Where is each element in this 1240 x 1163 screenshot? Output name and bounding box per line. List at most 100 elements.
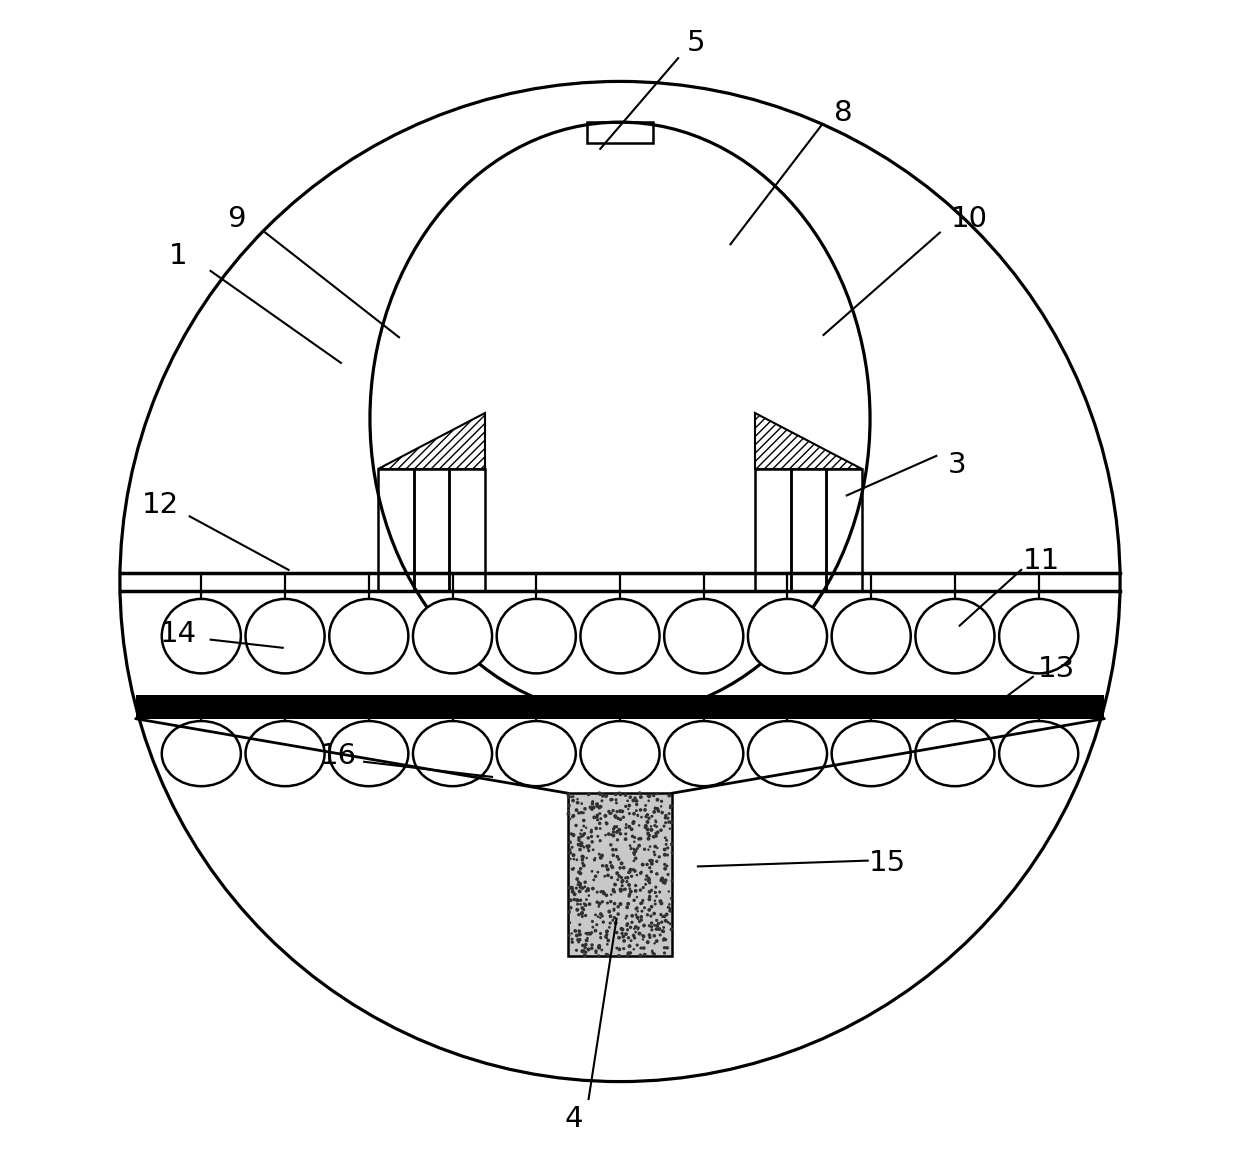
Point (631, 894, 651, 913)
Point (572, 827, 591, 846)
Point (599, 825, 619, 843)
Point (621, 932, 641, 950)
Point (640, 858, 660, 877)
Point (588, 797, 608, 815)
Point (604, 846, 624, 864)
Point (569, 905, 589, 923)
Point (613, 872, 632, 891)
Point (590, 908, 610, 927)
Point (656, 813, 676, 832)
Point (655, 939, 675, 957)
Point (640, 890, 660, 908)
Point (641, 914, 661, 933)
Text: 5: 5 (687, 29, 704, 57)
Point (641, 821, 661, 840)
Point (593, 785, 613, 804)
Point (605, 876, 625, 894)
Point (582, 822, 601, 841)
Ellipse shape (915, 599, 994, 673)
Bar (791, 469, 826, 591)
Point (632, 891, 652, 909)
Point (619, 894, 639, 913)
Point (606, 823, 626, 842)
Point (570, 875, 590, 893)
Text: 13: 13 (1038, 655, 1075, 683)
Point (616, 925, 636, 943)
Point (604, 820, 624, 839)
Point (644, 944, 663, 963)
Point (640, 826, 660, 844)
Point (569, 882, 589, 900)
Point (595, 866, 615, 885)
Point (631, 907, 651, 926)
Point (596, 928, 616, 947)
Point (656, 806, 676, 825)
Point (583, 879, 603, 898)
Point (587, 943, 606, 962)
Point (560, 850, 580, 869)
Point (563, 807, 583, 826)
Point (563, 808, 583, 827)
Bar (755, 469, 791, 591)
Point (572, 794, 591, 813)
Point (609, 947, 629, 965)
Point (588, 939, 608, 957)
Point (601, 857, 621, 876)
Point (613, 802, 632, 821)
Point (614, 858, 634, 877)
Point (640, 916, 660, 935)
Point (618, 914, 637, 933)
Point (625, 862, 645, 880)
Point (624, 813, 644, 832)
Point (594, 884, 614, 902)
Point (653, 918, 673, 936)
Point (622, 913, 642, 932)
Point (615, 880, 635, 899)
Point (614, 927, 634, 946)
Point (639, 869, 658, 887)
Text: 11: 11 (1023, 547, 1060, 575)
Point (621, 820, 641, 839)
Point (625, 789, 645, 807)
Point (568, 930, 588, 949)
Point (596, 786, 616, 805)
Point (653, 930, 673, 949)
Point (652, 792, 672, 811)
Point (591, 929, 611, 948)
Point (619, 944, 639, 963)
Point (568, 790, 588, 808)
Point (562, 930, 582, 949)
Point (609, 850, 629, 869)
Point (647, 791, 667, 809)
Point (657, 905, 677, 923)
Point (603, 858, 622, 877)
Point (627, 902, 647, 921)
Point (647, 823, 667, 842)
Point (605, 785, 625, 804)
Point (639, 841, 658, 859)
Point (572, 804, 591, 822)
Point (636, 797, 656, 815)
Point (645, 944, 665, 963)
Point (655, 929, 675, 948)
Point (644, 843, 663, 862)
Point (601, 791, 621, 809)
Ellipse shape (832, 599, 910, 673)
Point (621, 866, 641, 885)
Point (635, 840, 655, 858)
Point (574, 942, 594, 961)
Ellipse shape (161, 599, 241, 673)
Point (632, 893, 652, 912)
Point (591, 809, 611, 828)
Point (641, 907, 661, 926)
Point (606, 914, 626, 933)
Point (618, 872, 637, 891)
Point (660, 901, 680, 920)
Point (595, 807, 615, 826)
Point (640, 900, 660, 919)
Text: 9: 9 (227, 205, 246, 233)
Point (567, 941, 587, 959)
Point (600, 804, 620, 822)
Point (605, 818, 625, 836)
Point (567, 879, 587, 898)
